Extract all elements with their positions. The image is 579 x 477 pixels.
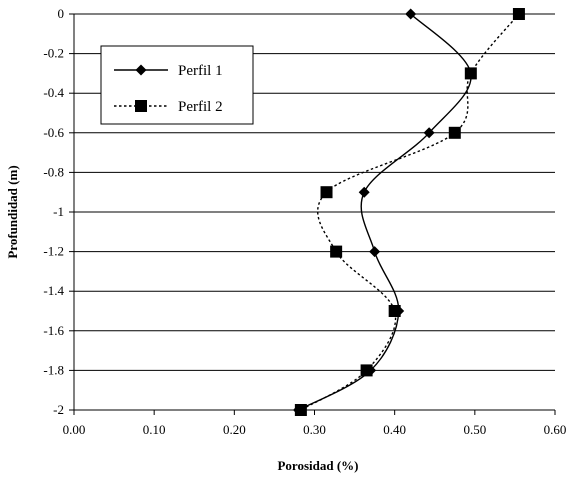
y-tick-label: -1.2 — [43, 244, 64, 259]
data-point — [360, 364, 373, 377]
x-tick-label: 0.30 — [303, 422, 326, 437]
x-axis-title: Porosidad (%) — [277, 458, 358, 473]
x-tick-label: 0.50 — [463, 422, 486, 437]
y-axis-ticks: 0 -0.2 -0.4 -0.6 -0.8 -1 -1.2 -1.4 -1.6 -1.8 -2 — [43, 6, 74, 417]
legend-marker — [135, 64, 147, 76]
data-point — [330, 245, 343, 258]
x-tick-label: 0.10 — [143, 422, 166, 437]
legend: Perfil 1 Perfil 2 — [100, 45, 254, 125]
legend-label: Perfil 2 — [178, 99, 223, 115]
series-layer — [292, 8, 525, 416]
x-tick-label: 0.00 — [63, 422, 86, 437]
y-tick-label: -0.8 — [43, 164, 64, 179]
x-tick-label: 0.60 — [544, 422, 567, 437]
data-point — [405, 8, 417, 20]
x-tick-label: 0.40 — [383, 422, 406, 437]
y-tick-label: 0 — [58, 6, 65, 21]
y-tick-label: -1.6 — [43, 323, 64, 338]
y-tick-label: -2 — [53, 402, 64, 417]
y-tick-label: -0.4 — [43, 85, 64, 100]
x-tick-label: 0.20 — [223, 422, 246, 437]
data-point — [369, 246, 381, 258]
data-point — [388, 305, 401, 317]
data-point — [448, 126, 461, 139]
data-point — [464, 67, 477, 80]
data-point — [423, 127, 435, 139]
y-tick-label: -0.6 — [43, 125, 64, 140]
data-point — [320, 186, 333, 199]
legend-items: Perfil 1 Perfil 2 — [114, 63, 223, 115]
data-point — [294, 404, 307, 416]
data-point — [358, 186, 370, 198]
x-axis-ticks: 0.00 0.10 0.20 0.30 0.40 0.50 0.60 — [63, 410, 567, 437]
y-axis-title: Profundidad (m) — [5, 165, 20, 258]
y-tick-label: -1 — [53, 204, 64, 219]
series-2 — [294, 8, 525, 416]
legend-marker — [135, 100, 147, 112]
y-tick-label: -1.8 — [43, 362, 64, 377]
legend-label: Perfil 1 — [178, 63, 223, 79]
legend-box — [100, 45, 254, 125]
y-tick-label: -1.4 — [43, 283, 64, 298]
data-point — [512, 8, 525, 20]
y-tick-label: -0.2 — [43, 46, 64, 61]
